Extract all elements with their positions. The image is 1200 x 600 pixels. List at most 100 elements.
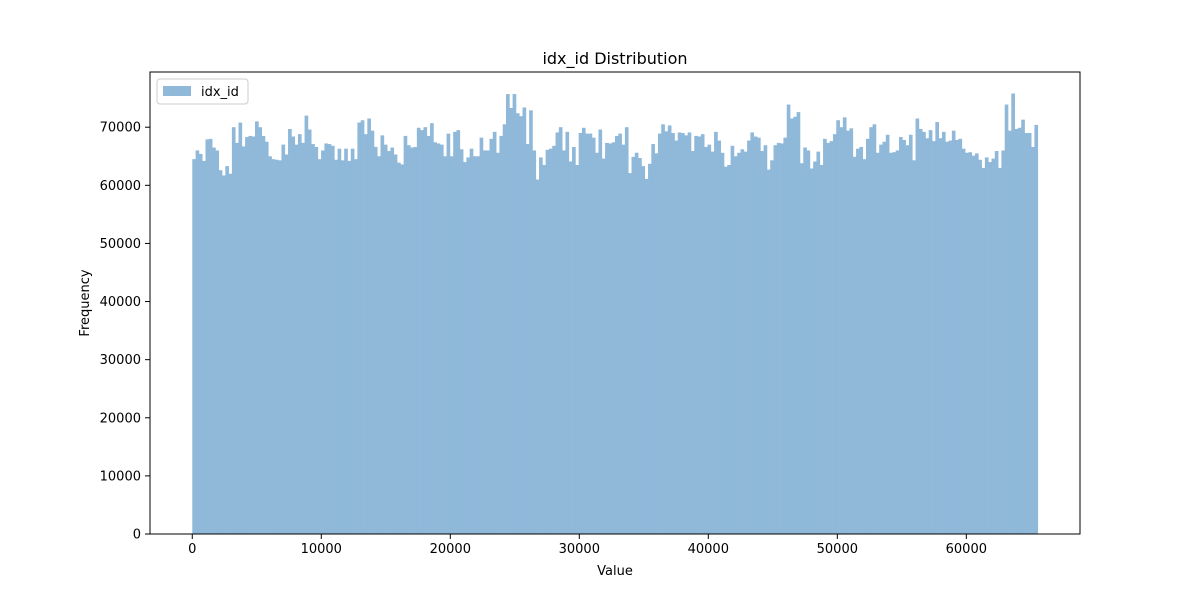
x-tick-label: 10000	[301, 542, 342, 557]
histogram-bar	[575, 164, 580, 534]
histogram-bar	[301, 142, 305, 534]
histogram-bar	[228, 173, 233, 534]
histogram-bar	[826, 142, 831, 534]
histogram-bar	[717, 140, 722, 534]
histogram-bar	[489, 138, 494, 534]
histogram-bar	[572, 146, 576, 534]
histogram-bar	[912, 160, 916, 534]
histogram-bar	[258, 127, 262, 534]
histogram-bar	[697, 136, 702, 535]
histogram-bar	[704, 146, 708, 534]
histogram-bar	[294, 144, 299, 534]
histogram-bar	[743, 151, 748, 535]
histogram-bar	[416, 127, 421, 534]
histogram-bar	[1027, 133, 1032, 535]
histogram-bar	[387, 151, 391, 534]
histogram-bar	[994, 151, 999, 534]
histogram-bar	[879, 144, 883, 534]
histogram-bar	[892, 152, 897, 535]
histogram-bar	[373, 146, 378, 534]
histogram-bar	[383, 144, 388, 534]
histogram-bar	[674, 140, 679, 534]
histogram-bar	[965, 152, 969, 535]
histogram-bar	[723, 166, 728, 534]
histogram-bar	[938, 138, 943, 534]
histogram-bar	[545, 149, 550, 534]
histogram-bars	[192, 93, 1039, 535]
histogram-bar	[288, 128, 292, 535]
histogram-bar	[423, 127, 428, 534]
histogram-bar	[941, 131, 946, 534]
histogram-bar	[532, 150, 537, 534]
histogram-bar	[499, 135, 504, 535]
histogram-bar	[1017, 127, 1022, 534]
histogram-bar	[809, 168, 814, 534]
histogram-bar	[621, 144, 626, 534]
histogram-bar	[648, 163, 652, 534]
histogram-bar	[588, 133, 593, 534]
histogram-bar	[991, 158, 996, 535]
histogram-bar	[634, 152, 639, 535]
histogram-bar	[766, 169, 771, 534]
histogram-bar	[608, 143, 613, 534]
histogram-bar	[304, 115, 309, 535]
histogram-bar	[865, 138, 870, 534]
histogram-bar	[885, 134, 890, 534]
histogram-bar	[453, 131, 457, 534]
histogram-bar	[684, 135, 689, 534]
histogram-bar	[340, 160, 345, 534]
histogram-bar	[1004, 104, 1009, 534]
histogram-bar	[519, 116, 523, 534]
histogram-bar	[773, 145, 778, 534]
histogram-bar	[377, 156, 381, 534]
histogram-bar	[628, 173, 632, 534]
histogram-bar	[357, 122, 362, 535]
histogram-bar	[638, 158, 642, 534]
histogram-bar	[321, 150, 325, 534]
histogram-bar	[961, 148, 966, 535]
histogram-bar	[360, 120, 365, 534]
histogram-bar	[677, 132, 682, 535]
histogram-bar	[671, 133, 675, 535]
histogram-bar	[1021, 119, 1025, 534]
histogram-bar	[496, 152, 500, 535]
histogram-bar	[780, 143, 784, 534]
histogram-bar	[664, 131, 669, 534]
histogram-bar	[918, 128, 923, 535]
histogram-bar	[344, 148, 348, 535]
histogram-bar	[790, 118, 794, 534]
histogram-bar	[829, 141, 834, 534]
legend-label: idx_id	[201, 85, 239, 100]
histogram-bar	[799, 163, 804, 534]
plot-frame	[149, 71, 1081, 535]
histogram-bar	[463, 162, 467, 534]
chart-title: idx_id Distribution	[542, 49, 687, 69]
histogram-bar	[1014, 128, 1019, 535]
histogram-bar	[813, 161, 817, 534]
histogram-bar	[195, 150, 200, 534]
histogram-bar	[707, 144, 712, 534]
histogram-bar	[251, 136, 256, 535]
histogram-bar	[971, 155, 976, 535]
histogram-bar	[733, 156, 738, 534]
histogram-bar	[902, 139, 906, 534]
histogram-bar	[859, 146, 864, 534]
histogram-bar	[552, 145, 556, 534]
histogram-bar	[555, 132, 560, 535]
histogram-bar	[413, 146, 418, 534]
histogram-bar	[875, 152, 880, 535]
histogram-bar	[241, 146, 246, 534]
histogram-bar	[1008, 130, 1012, 534]
histogram-bar	[446, 133, 451, 534]
histogram-bar	[449, 156, 454, 534]
histogram-bar	[314, 146, 319, 534]
histogram-bar	[591, 137, 596, 534]
y-tick-label: 60000	[100, 179, 141, 194]
histogram-bar	[248, 135, 253, 535]
histogram-bar	[215, 150, 220, 534]
histogram-bar	[1001, 150, 1006, 534]
histogram-bar	[393, 154, 398, 534]
y-axis-label: Frequency	[78, 269, 93, 336]
histogram-bar	[539, 157, 543, 534]
histogram-bar	[753, 136, 758, 535]
